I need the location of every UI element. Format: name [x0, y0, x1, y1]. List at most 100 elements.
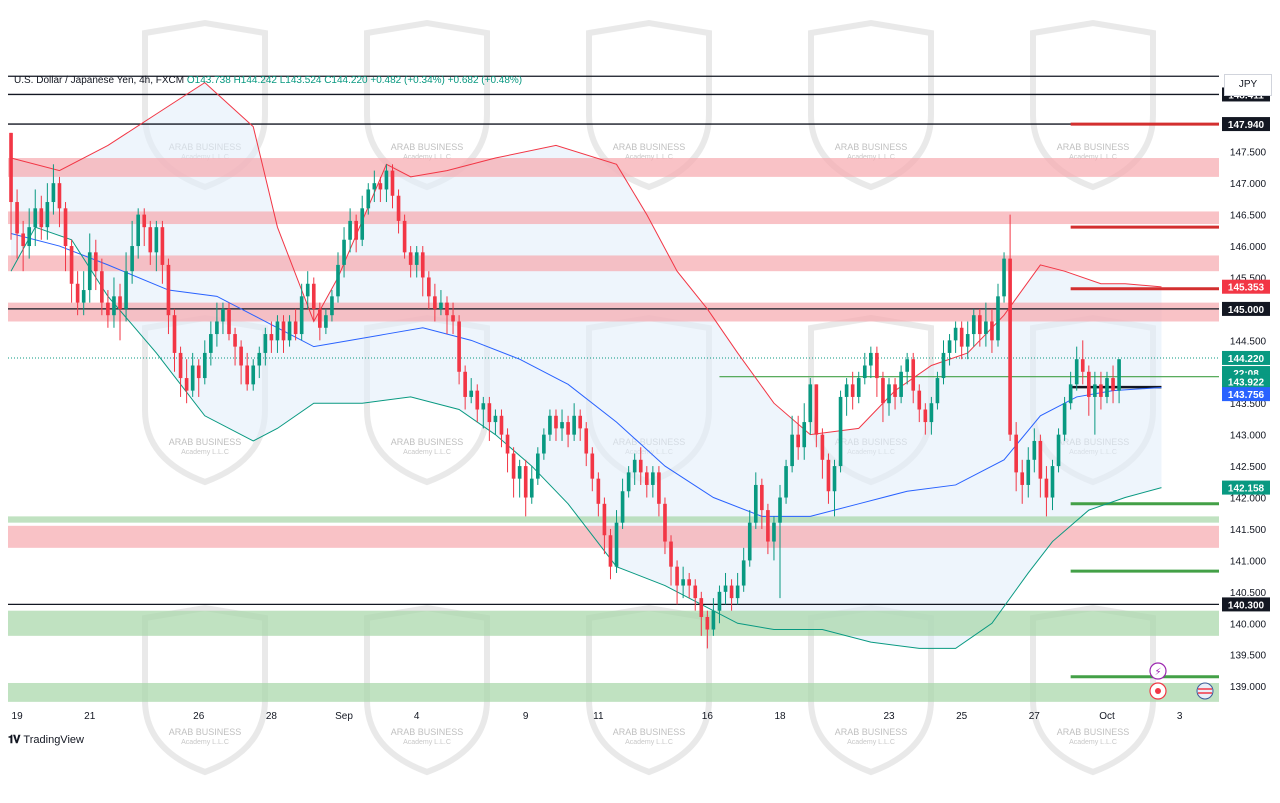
candle-body[interactable]: [996, 296, 1000, 341]
candle-body[interactable]: [923, 409, 928, 423]
candle-body[interactable]: [287, 321, 292, 341]
candle-body[interactable]: [965, 334, 970, 347]
candle-body[interactable]: [81, 290, 86, 303]
candle-body[interactable]: [953, 327, 958, 341]
candle-body[interactable]: [844, 384, 849, 397]
candle-body[interactable]: [978, 315, 982, 335]
candle-body[interactable]: [566, 422, 570, 435]
candle-body[interactable]: [148, 227, 153, 253]
candle-body[interactable]: [1032, 440, 1037, 460]
candle-body[interactable]: [160, 227, 165, 265]
candle-body[interactable]: [414, 252, 419, 265]
candle-body[interactable]: [172, 315, 177, 353]
candle-body[interactable]: [221, 308, 225, 322]
candle-body[interactable]: [136, 214, 140, 247]
candle-body[interactable]: [390, 170, 395, 196]
candle-body[interactable]: [590, 453, 595, 479]
candle-body[interactable]: [669, 541, 673, 567]
candle-body[interactable]: [184, 378, 189, 391]
candle-body[interactable]: [511, 453, 516, 479]
candle-body[interactable]: [433, 296, 437, 309]
candle-body[interactable]: [45, 202, 50, 228]
candle-body[interactable]: [778, 497, 782, 523]
candle-body[interactable]: [130, 246, 134, 272]
candle-body[interactable]: [281, 321, 286, 341]
candle-body[interactable]: [699, 598, 704, 617]
candle-body[interactable]: [493, 415, 498, 423]
candle-body[interactable]: [324, 315, 328, 328]
candle-body[interactable]: [451, 315, 455, 322]
candle-body[interactable]: [675, 566, 679, 586]
candle-body[interactable]: [602, 503, 607, 536]
candle-body[interactable]: [39, 208, 44, 228]
candle-body[interactable]: [263, 334, 268, 353]
candle-body[interactable]: [469, 390, 474, 397]
candle-body[interactable]: [705, 616, 710, 630]
candle-body[interactable]: [251, 365, 256, 385]
candle-body[interactable]: [1008, 258, 1012, 435]
candle-body[interactable]: [487, 403, 492, 423]
candle-body[interactable]: [233, 334, 237, 347]
candle-body[interactable]: [1056, 434, 1061, 467]
candle-body[interactable]: [1117, 359, 1121, 391]
us-flag-icon[interactable]: [1196, 682, 1214, 700]
tradingview-brand[interactable]: 𝟏𝐕 TradingView: [8, 734, 84, 747]
candle-body[interactable]: [330, 296, 334, 316]
candle-body[interactable]: [941, 352, 946, 379]
symbol-label[interactable]: U.S. Dollar / Japanese Yen, 4h, FXCM: [14, 75, 185, 86]
candle-body[interactable]: [796, 434, 800, 448]
candle-body[interactable]: [899, 371, 903, 397]
candle-body[interactable]: [275, 321, 280, 341]
candle-body[interactable]: [342, 239, 346, 265]
candle-body[interactable]: [124, 271, 128, 309]
candle-body[interactable]: [408, 252, 413, 265]
candle-body[interactable]: [463, 371, 467, 397]
candle-body[interactable]: [112, 296, 116, 316]
candle-body[interactable]: [572, 415, 576, 435]
candle-body[interactable]: [657, 472, 661, 504]
candle-body[interactable]: [1087, 371, 1091, 397]
candle-body[interactable]: [826, 459, 831, 492]
candle-body[interactable]: [360, 208, 365, 240]
candle-body[interactable]: [93, 252, 98, 272]
candle-body[interactable]: [990, 321, 994, 341]
candle-body[interactable]: [747, 522, 752, 561]
candle-body[interactable]: [396, 195, 401, 221]
candle-body[interactable]: [802, 422, 807, 448]
candle-body[interactable]: [651, 472, 655, 485]
candle-body[interactable]: [475, 390, 480, 410]
candle-body[interactable]: [439, 302, 443, 309]
candle-body[interactable]: [1014, 434, 1018, 473]
candle-body[interactable]: [57, 183, 62, 209]
candle-body[interactable]: [644, 472, 649, 485]
candle-body[interactable]: [862, 365, 867, 379]
candle-body[interactable]: [548, 415, 552, 435]
candle-body[interactable]: [529, 478, 534, 498]
candle-body[interactable]: [614, 522, 619, 567]
candle-body[interactable]: [608, 535, 613, 567]
candle-body[interactable]: [457, 321, 461, 372]
candle-body[interactable]: [1020, 472, 1025, 485]
candle-body[interactable]: [106, 302, 110, 316]
candle-body[interactable]: [293, 321, 298, 335]
candle-body[interactable]: [366, 189, 371, 209]
candle-body[interactable]: [887, 384, 891, 404]
candle-body[interactable]: [626, 472, 631, 492]
candle-body[interactable]: [209, 334, 213, 353]
candle-body[interactable]: [118, 296, 122, 309]
candle-body[interactable]: [402, 220, 407, 253]
candle-body[interactable]: [215, 321, 219, 335]
candle-body[interactable]: [935, 378, 940, 404]
candle-body[interactable]: [1074, 359, 1079, 385]
candle-body[interactable]: [318, 308, 322, 328]
candle-body[interactable]: [735, 585, 740, 599]
candle-body[interactable]: [311, 283, 316, 309]
candle-body[interactable]: [554, 415, 558, 429]
candle-body[interactable]: [257, 352, 262, 366]
candle-body[interactable]: [100, 271, 104, 303]
candle-body[interactable]: [1093, 384, 1097, 397]
candle-body[interactable]: [711, 610, 716, 630]
candle-body[interactable]: [427, 277, 431, 297]
candle-body[interactable]: [947, 340, 952, 353]
